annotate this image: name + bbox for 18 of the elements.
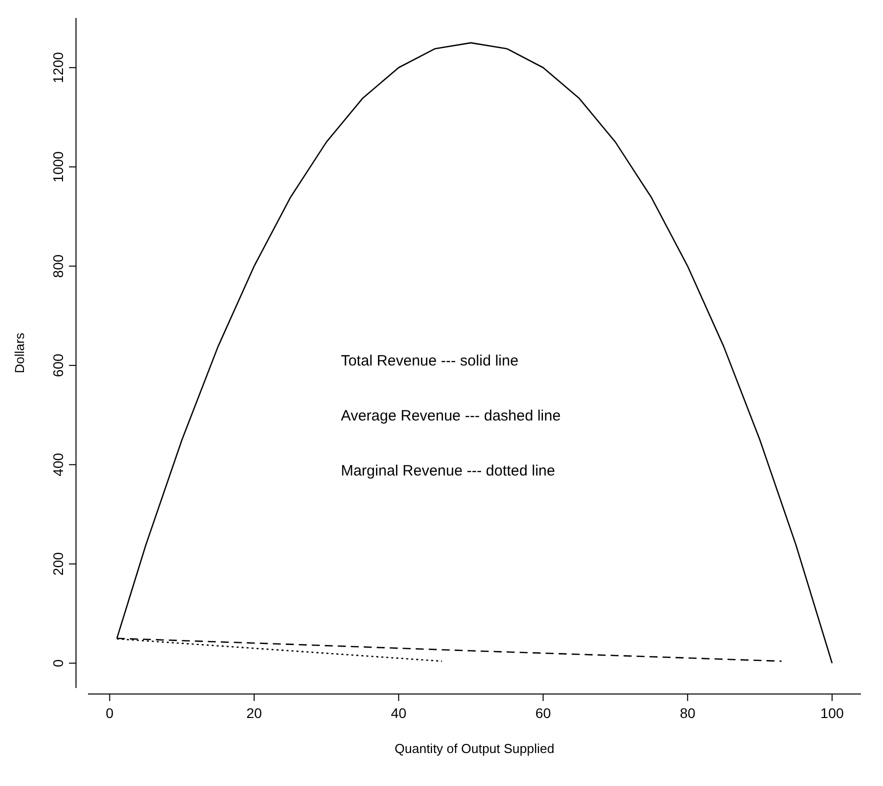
x-tick-label: 100 — [820, 705, 844, 721]
x-tick-label: 40 — [390, 705, 407, 721]
y-tick-label: 800 — [50, 254, 66, 278]
annotation: Total Revenue --- solid line — [340, 352, 518, 370]
y-tick-label: 200 — [50, 552, 66, 576]
y-tick-label: 0 — [50, 659, 66, 668]
y-tick-label: 1200 — [50, 52, 66, 84]
y-tick-label: 400 — [50, 452, 66, 476]
y-tick-label: 1000 — [50, 151, 66, 182]
y-axis-title: Dollars — [12, 332, 27, 374]
x-tick-label: 80 — [680, 705, 696, 721]
x-axis-title: Quantity of Output Supplied — [394, 741, 554, 756]
x-tick-label: 0 — [106, 705, 114, 721]
x-tick-label: 20 — [246, 705, 262, 721]
x-tick-label: 60 — [535, 705, 552, 721]
annotation: Average Revenue --- dashed line — [340, 407, 561, 424]
annotation: Marginal Revenue --- dotted line — [340, 462, 556, 480]
y-tick-label: 600 — [50, 354, 66, 378]
